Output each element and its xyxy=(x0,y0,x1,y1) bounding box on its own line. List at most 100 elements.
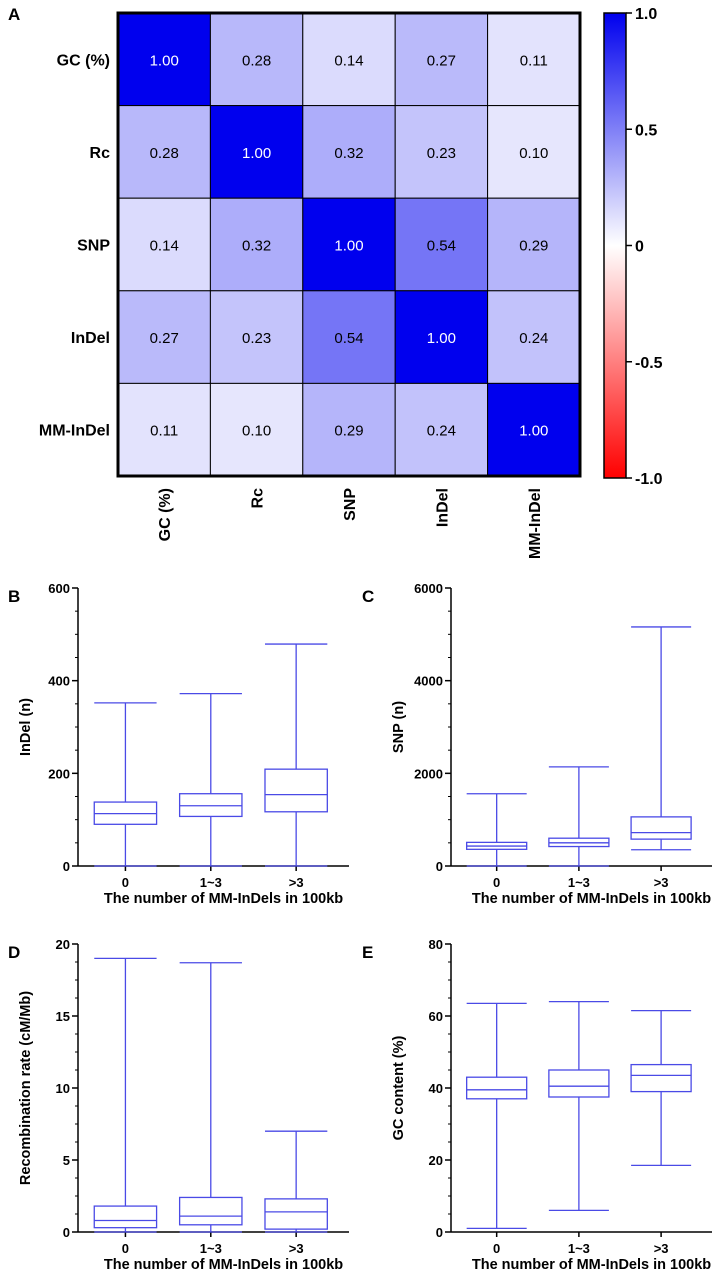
heatmap-row-label: GC (%) xyxy=(57,52,110,69)
x-tick-label: 0 xyxy=(122,1241,129,1256)
x-tick-label: 0 xyxy=(493,1241,500,1256)
heatmap-cell-value: 1.00 xyxy=(242,145,271,162)
heatmap-cell-value: 0.14 xyxy=(334,52,363,69)
heatmap-cell-value: 0.24 xyxy=(427,423,456,440)
heatmap-cell xyxy=(117,105,211,199)
panel-label-d: D xyxy=(8,943,20,962)
y-tick-label: 0 xyxy=(63,859,70,874)
heatmap-cell xyxy=(487,382,581,477)
x-axis-title: The number of MM-InDels in 100kb xyxy=(472,891,711,907)
heatmap-cell-value: 0.32 xyxy=(242,238,271,255)
heatmap-row-labels: GC (%) Rc SNP InDel MM-InDel xyxy=(39,52,110,439)
colorbar-tick-label: 0 xyxy=(635,239,644,256)
y-tick-label: 4000 xyxy=(414,674,443,689)
heatmap-cell xyxy=(302,105,396,199)
y-axis-title: SNP (n) xyxy=(391,701,407,753)
heatmap-cell xyxy=(394,290,489,384)
heatmap-col-label: GC (%) xyxy=(157,488,174,541)
heatmap-cell xyxy=(394,12,489,107)
heatmap-row-label: SNP xyxy=(77,238,110,255)
y-tick-label: 600 xyxy=(48,581,70,596)
heatmap-cell xyxy=(394,197,489,292)
heatmap-cell xyxy=(487,12,581,107)
heatmap-row-label: Rc xyxy=(90,145,111,162)
box-iqr xyxy=(630,816,692,840)
heatmap-cell xyxy=(302,382,396,477)
x-axis-title: The number of MM-InDels in 100kb xyxy=(472,1257,711,1273)
colorbar-tick-label: -1.0 xyxy=(635,471,663,488)
colorbar-tick-label: 0.5 xyxy=(635,122,657,139)
box-iqr xyxy=(264,1198,328,1230)
heatmap-cell xyxy=(487,105,581,199)
y-tick-label: 20 xyxy=(56,937,70,952)
box-iqr xyxy=(548,1069,610,1098)
heatmap-cell-value: 0.24 xyxy=(519,330,548,347)
y-tick-label: 5 xyxy=(63,1153,70,1168)
x-tick-label: 1~3 xyxy=(568,875,590,890)
heatmap-cell xyxy=(209,12,304,107)
heatmap-cell xyxy=(117,12,211,107)
heatmap-cell-value: 1.00 xyxy=(427,330,456,347)
box-iqr xyxy=(264,768,328,813)
panel-label-e: E xyxy=(362,943,373,962)
colorbar-tick-label: -0.5 xyxy=(635,355,663,372)
y-axis-title: Recombination rate (cM/Mb) xyxy=(18,991,34,1185)
y-tick-label: 0 xyxy=(436,1225,443,1240)
heatmap-cell-value: 0.10 xyxy=(519,145,548,162)
heatmap-cell-value: 0.14 xyxy=(150,238,179,255)
heatmap-cell-value: 0.23 xyxy=(427,145,456,162)
x-tick-label: 0 xyxy=(493,875,500,890)
x-tick-label: >3 xyxy=(289,1241,304,1256)
y-tick-label: 20 xyxy=(429,1153,443,1168)
heatmap-cell xyxy=(209,197,304,292)
colorbar-scale xyxy=(603,12,627,479)
heatmap-cell-value: 0.32 xyxy=(334,145,363,162)
heatmap-cell-value: 1.00 xyxy=(150,52,179,69)
heatmap-cell-value: 0.11 xyxy=(520,52,548,69)
y-tick-label: 0 xyxy=(436,859,443,874)
heatmap-cell xyxy=(302,290,396,384)
heatmap-cell-value: 0.28 xyxy=(242,52,271,69)
panel-label-a: A xyxy=(8,5,20,24)
y-tick-label: 10 xyxy=(56,1081,70,1096)
heatmap-col-label: MM-InDel xyxy=(527,488,544,559)
x-tick-label: >3 xyxy=(289,875,304,890)
heatmap-cell-value: 1.00 xyxy=(334,238,363,255)
heatmap-col-label: InDel xyxy=(434,488,451,527)
heatmap-frame xyxy=(116,11,582,478)
panel-label-c: C xyxy=(362,587,374,606)
heatmap-cell-value: 0.10 xyxy=(242,423,271,440)
heatmap-cell-value: 0.29 xyxy=(519,238,548,255)
panel-label-b: B xyxy=(8,587,20,606)
heatmap-panel: A 1.00 0.28 0.14 0.27 0.110.28 1.00 0.32 0.23 0.… xyxy=(8,5,663,559)
box-iqr xyxy=(178,1196,243,1226)
heatmap-cell xyxy=(487,197,581,292)
heatmap-cell xyxy=(209,290,304,384)
x-tick-label: 1~3 xyxy=(568,1241,590,1256)
y-tick-label: 40 xyxy=(429,1081,443,1096)
x-axis-title: The number of MM-InDels in 100kb xyxy=(104,1257,343,1273)
y-tick-label: 400 xyxy=(48,674,70,689)
heatmap-col-labels: GC (%) Rc SNP InDel MM-InDel xyxy=(157,488,544,559)
heatmap-col-label: Rc xyxy=(250,488,267,509)
box-iqr xyxy=(93,1205,158,1229)
y-tick-label: 60 xyxy=(429,1009,443,1024)
box-iqr xyxy=(630,1063,692,1093)
heatmap-cell-value: 0.27 xyxy=(150,330,179,347)
y-axis-title: GC content (%) xyxy=(391,1035,407,1140)
y-tick-label: 0 xyxy=(63,1225,70,1240)
heatmap-cell-value: 0.11 xyxy=(150,423,178,440)
y-tick-label: 6000 xyxy=(414,581,443,596)
x-axis-title: The number of MM-InDels in 100kb xyxy=(104,891,343,907)
heatmap-cell-value: 0.54 xyxy=(427,238,456,255)
heatmap-cell-value: 0.27 xyxy=(427,52,456,69)
x-tick-label: 1~3 xyxy=(200,875,222,890)
heatmap-cell-value: 0.29 xyxy=(334,423,363,440)
box-iqr xyxy=(178,793,243,818)
y-axis-title: InDel (n) xyxy=(18,698,34,756)
heatmap-col-label: SNP xyxy=(342,488,359,521)
